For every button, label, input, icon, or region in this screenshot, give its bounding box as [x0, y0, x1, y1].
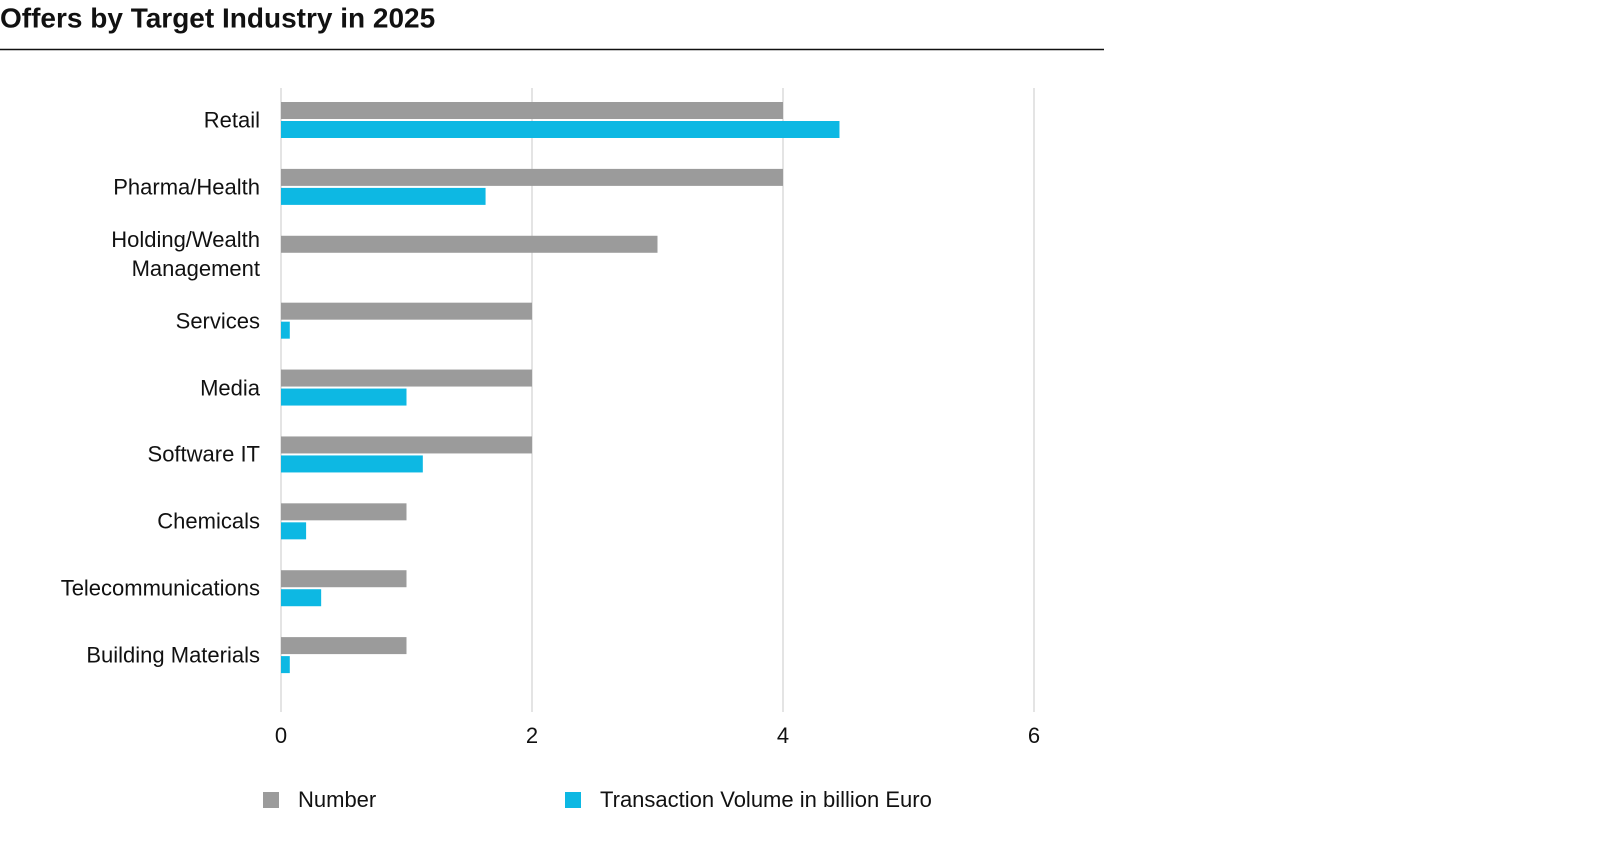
bar — [281, 455, 423, 473]
bar — [281, 436, 532, 454]
y-tick-label: Retail — [203, 107, 260, 133]
legend-swatch — [565, 792, 581, 808]
bar — [281, 235, 658, 253]
bar — [281, 589, 322, 607]
bar — [281, 168, 783, 186]
bar — [281, 522, 307, 540]
legend-swatch — [263, 792, 279, 808]
legend-label: Number — [298, 787, 376, 812]
bar — [281, 637, 407, 655]
y-tick-label: Building Materials — [86, 642, 260, 668]
y-tick-label: Pharma/Health — [113, 174, 260, 200]
bar — [281, 503, 407, 521]
chart-title: Offers by Target Industry in 2025 — [0, 2, 435, 33]
bar — [281, 321, 290, 339]
y-tick-label: Telecommunications — [60, 575, 260, 601]
bar — [281, 102, 783, 119]
x-tick-label: 4 — [777, 723, 789, 748]
x-tick-label: 2 — [526, 723, 538, 748]
y-tick-label: Holding/Wealth Management — [111, 226, 260, 281]
bar — [281, 302, 532, 320]
bar — [281, 187, 486, 205]
y-tick-label: Services — [175, 308, 260, 334]
bar — [281, 121, 840, 138]
legend-label: Transaction Volume in billion Euro — [600, 787, 932, 812]
bar — [281, 388, 407, 406]
bar — [281, 570, 407, 588]
y-tick-label: Software IT — [147, 441, 260, 467]
y-tick-label: Chemicals — [157, 508, 260, 534]
x-tick-label: 6 — [1028, 723, 1040, 748]
y-tick-label: Media — [200, 375, 260, 401]
x-tick-label: 0 — [275, 723, 287, 748]
bar — [281, 656, 290, 674]
bar — [281, 369, 532, 387]
